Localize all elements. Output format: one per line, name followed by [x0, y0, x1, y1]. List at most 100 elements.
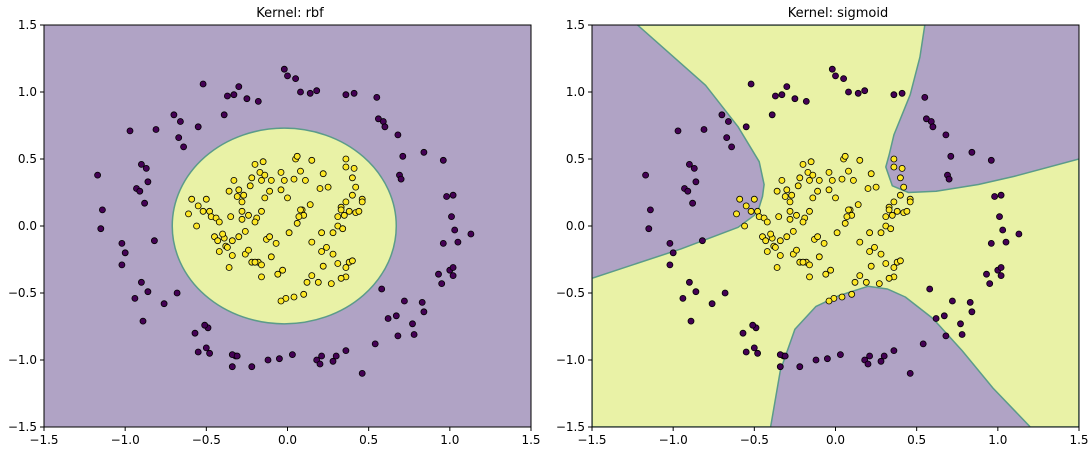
data-point-class-1 [794, 182, 802, 190]
y-tick-label: −1.5 [556, 420, 585, 434]
x-tick-label: 1.0 [988, 433, 1007, 447]
data-point-class-0 [802, 98, 810, 105]
data-point-class-1 [267, 176, 275, 184]
data-point-class-1 [319, 262, 327, 270]
data-point-class-1 [875, 280, 883, 288]
data-point-class-0 [791, 95, 799, 103]
data-point-class-0 [647, 206, 654, 214]
data-point-class-0 [919, 340, 927, 348]
data-point-class-0 [342, 91, 350, 99]
data-point-class-1 [227, 213, 235, 221]
data-point-class-0 [228, 363, 236, 371]
data-point-class-0 [690, 164, 698, 172]
data-point-class-1 [762, 237, 770, 245]
x-tick-label: 1.0 [440, 433, 459, 447]
data-point-class-0 [686, 278, 693, 286]
data-point-class-1 [215, 248, 223, 255]
data-point-class-0 [700, 126, 708, 133]
data-point-class-0 [921, 94, 929, 101]
data-point-class-0 [684, 187, 692, 195]
data-point-class-1 [763, 248, 771, 255]
data-point-class-0 [176, 118, 184, 125]
data-point-class-1 [827, 266, 834, 274]
data-point-class-1 [750, 195, 758, 203]
data-point-class-0 [449, 191, 457, 199]
y-tick-label: 1.0 [18, 85, 37, 99]
data-point-class-0 [692, 178, 700, 186]
data-point-class-0 [254, 98, 262, 105]
data-point-class-1 [248, 174, 256, 182]
data-point-class-1 [890, 163, 898, 171]
data-point-class-0 [202, 344, 210, 352]
data-point-class-1 [319, 170, 327, 178]
data-point-class-0 [666, 239, 674, 247]
data-point-class-1 [199, 207, 207, 215]
data-point-class-1 [814, 233, 821, 241]
data-point-class-1 [301, 176, 309, 184]
data-point-class-1 [277, 168, 285, 176]
data-point-class-0 [776, 363, 784, 371]
data-point-class-1 [223, 243, 231, 251]
data-point-class-1 [348, 191, 356, 199]
data-point-class-1 [240, 191, 248, 199]
data-point-class-1 [285, 229, 293, 237]
data-point-class-1 [809, 194, 817, 202]
data-point-class-0 [230, 91, 238, 99]
data-point-class-1 [297, 206, 304, 214]
data-point-class-1 [259, 158, 267, 166]
data-point-class-1 [300, 290, 308, 298]
data-point-class-1 [845, 206, 852, 214]
data-point-class-0 [449, 264, 457, 271]
data-point-class-1 [277, 186, 285, 194]
data-point-class-0 [443, 193, 451, 200]
data-point-class-1 [290, 293, 298, 301]
data-point-class-0 [997, 264, 1005, 271]
x-tick-label: 0.0 [278, 433, 297, 447]
data-point-class-1 [815, 176, 823, 184]
data-point-class-0 [292, 75, 300, 82]
data-point-class-1 [258, 176, 265, 184]
data-point-class-0 [97, 225, 105, 233]
y-tick-label: 1.5 [566, 18, 585, 32]
data-point-class-0 [418, 298, 426, 306]
data-point-class-1 [214, 237, 222, 245]
data-point-class-0 [906, 369, 914, 377]
data-point-class-1 [742, 202, 750, 210]
data-point-class-0 [449, 272, 457, 280]
data-point-class-0 [866, 352, 873, 360]
data-point-class-1 [906, 198, 914, 206]
data-point-class-0 [243, 95, 251, 103]
data-point-class-1 [295, 213, 303, 221]
data-point-class-0 [409, 320, 416, 328]
data-point-class-1 [786, 207, 794, 215]
data-point-class-1 [815, 253, 823, 261]
data-point-class-0 [332, 352, 340, 360]
data-point-class-0 [199, 80, 207, 88]
data-point-class-0 [699, 237, 706, 245]
data-point-class-0 [264, 356, 272, 364]
data-point-class-1 [225, 187, 233, 195]
data-point-class-0 [373, 94, 381, 101]
data-point-class-1 [733, 210, 740, 218]
data-point-class-0 [845, 88, 852, 96]
y-tick-label: 0.0 [18, 219, 37, 233]
data-point-class-1 [877, 250, 885, 258]
data-point-class-1 [793, 246, 800, 254]
x-tick-label: 0.5 [359, 433, 378, 447]
data-point-class-1 [303, 278, 311, 286]
data-point-class-0 [674, 127, 682, 135]
data-point-class-1 [825, 297, 833, 305]
data-point-class-0 [392, 312, 400, 320]
data-point-class-1 [882, 260, 890, 267]
data-point-class-1 [345, 207, 353, 215]
data-point-class-0 [318, 352, 326, 360]
data-point-class-0 [718, 111, 726, 119]
data-point-class-1 [324, 183, 332, 191]
data-point-class-0 [275, 355, 283, 363]
data-point-class-1 [832, 194, 839, 202]
data-point-class-1 [799, 218, 807, 226]
data-point-class-0 [1002, 238, 1010, 246]
data-point-class-1 [279, 266, 287, 274]
data-point-class-1 [316, 185, 324, 192]
